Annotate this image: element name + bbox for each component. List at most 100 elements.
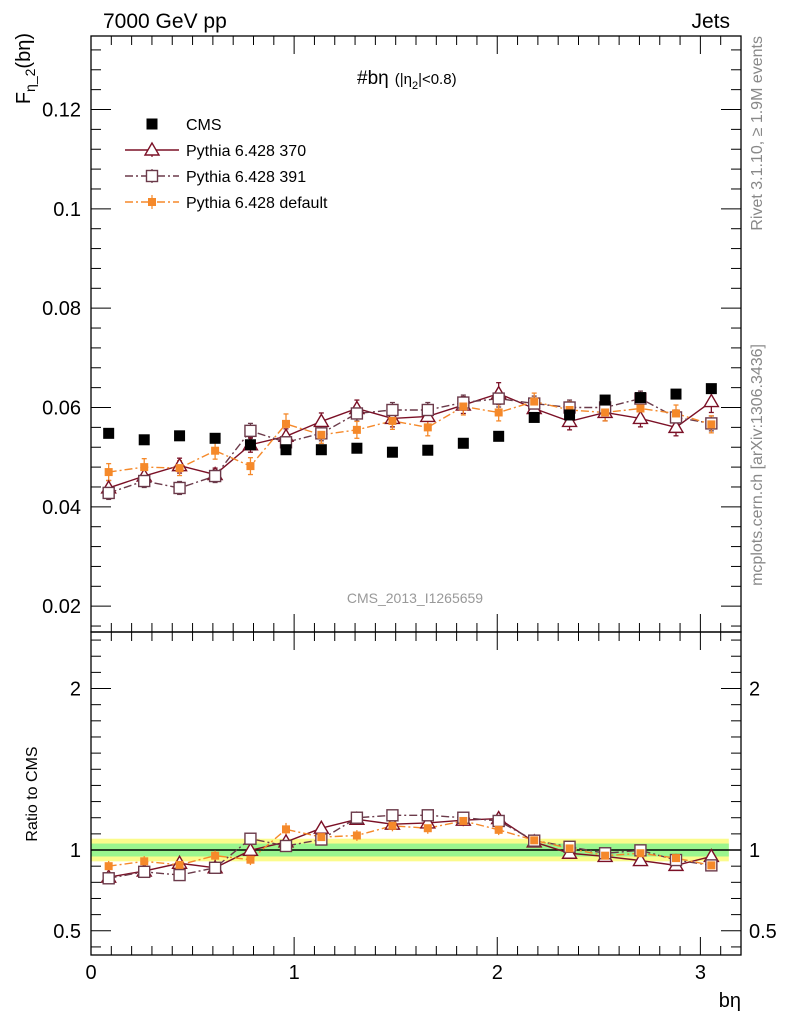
- data-point: [459, 402, 468, 411]
- legend-label: CMS: [186, 117, 222, 134]
- ratio-point: [317, 833, 326, 842]
- data-point: [244, 424, 257, 438]
- legend-marker: [148, 198, 156, 206]
- legend-label: Pythia 6.428 default: [186, 195, 328, 212]
- data-point: [313, 413, 330, 428]
- series-line-2: [108, 400, 712, 473]
- cms-data-point: [280, 444, 292, 456]
- data-point: [138, 474, 151, 488]
- cms-data-point: [209, 432, 221, 444]
- ratio-point: [242, 841, 259, 857]
- main-plot-data: [100, 382, 720, 501]
- ratio-point: [423, 824, 432, 833]
- ratio-y-tick-label-right: 0.5: [749, 921, 777, 943]
- ratio-point: [530, 836, 539, 845]
- header-right: Jets: [691, 10, 730, 33]
- ratio-line-2: [108, 820, 712, 867]
- x-tick-label: 3: [695, 962, 706, 984]
- cms-data-point: [422, 444, 434, 456]
- ratio-point: [282, 825, 290, 834]
- data-point: [703, 393, 720, 408]
- cms-data-point: [705, 383, 717, 395]
- x-tick-label: 2: [492, 962, 503, 984]
- legend-label: Pythia 6.428 391: [186, 169, 306, 186]
- data-point: [352, 425, 361, 434]
- data-point: [173, 481, 186, 495]
- ratio-point: [350, 811, 364, 824]
- axis-ticks: [90, 36, 742, 955]
- ratio-y-tick-label-right: 2: [749, 679, 760, 701]
- main-ylabel-end: (bη): [13, 33, 35, 69]
- ratio-y-tick-label-right: 1: [749, 840, 760, 862]
- ratio-point: [636, 849, 645, 858]
- x-tick-label: 1: [289, 962, 300, 984]
- axis-tick-labels: 0.02 0.04 0.06 0.08 0.1 0.12 0.5 0.5 1 1 2 2 0 1 2 3: [42, 100, 777, 984]
- ratio-point: [386, 809, 399, 822]
- ratio-point: [244, 832, 257, 845]
- data-point: [350, 407, 364, 420]
- main-ylabel: Fη_2(bη): [13, 33, 38, 104]
- cms-data-point: [528, 411, 540, 423]
- header-left: 7000 GeV pp: [103, 10, 227, 33]
- ratio-point: [140, 857, 149, 866]
- legend-label: Pythia 6.428 370: [186, 143, 306, 160]
- data-point: [421, 403, 434, 417]
- series-line-0: [108, 392, 712, 489]
- x-tick-label: 0: [85, 962, 96, 984]
- data-point: [140, 463, 149, 472]
- main-y-tick-label: 0.02: [42, 596, 81, 618]
- ratio-y-tick-label: 2: [70, 679, 81, 701]
- ratio-ylabel: Ratio to CMS: [24, 746, 41, 841]
- data-point: [211, 446, 220, 455]
- ratio-point: [388, 821, 397, 830]
- cms-data-point: [315, 444, 327, 456]
- main-title-cut-sub: 2: [412, 80, 418, 92]
- cms-data-point: [244, 439, 256, 451]
- ratio-point: [459, 816, 468, 825]
- data-point: [530, 397, 539, 406]
- legend-marker: [146, 118, 158, 130]
- main-ylabel-main: F: [13, 92, 35, 104]
- data-point: [282, 419, 290, 428]
- data-point: [672, 409, 680, 418]
- ratio-point: [211, 851, 220, 860]
- data-point: [423, 423, 432, 432]
- ratio-point: [173, 868, 186, 882]
- ratio-point: [421, 809, 434, 822]
- main-title-cut: (|η: [395, 71, 412, 88]
- main-title-cut-end: |<0.8): [418, 71, 457, 88]
- data-point: [601, 408, 610, 417]
- ratio-plot-data: [100, 809, 720, 885]
- main-y-tick-label: 0.06: [42, 398, 81, 420]
- cms-data-point: [351, 442, 363, 454]
- data-point: [104, 468, 113, 477]
- data-point: [317, 430, 326, 439]
- data-point: [388, 416, 397, 425]
- data-point: [632, 410, 649, 425]
- cms-data-point: [386, 446, 398, 458]
- data-point: [208, 469, 222, 483]
- ratio-point: [208, 861, 222, 874]
- data-point: [707, 420, 716, 429]
- data-point: [175, 464, 184, 473]
- ratio-point: [672, 854, 680, 863]
- cms-data-point: [103, 427, 115, 439]
- ratio-point: [279, 839, 293, 853]
- series-line-1: [108, 397, 712, 494]
- main-y-tick-label: 0.1: [53, 199, 81, 221]
- data-point: [667, 418, 685, 434]
- data-point: [492, 392, 505, 405]
- data-point: [386, 403, 399, 417]
- legend-marker: [145, 169, 159, 183]
- cms-data-point: [564, 409, 576, 421]
- ratio-point: [104, 862, 113, 871]
- ratio-y-tick-label: 0.5: [53, 921, 81, 943]
- data-point: [246, 462, 255, 471]
- ratio-point: [632, 852, 649, 867]
- data-point: [636, 404, 645, 413]
- main-y-tick-label: 0.08: [42, 298, 81, 320]
- main-ylabel-sub: η_2: [22, 68, 38, 92]
- ratio-point: [175, 860, 184, 869]
- ratio-point: [138, 865, 151, 879]
